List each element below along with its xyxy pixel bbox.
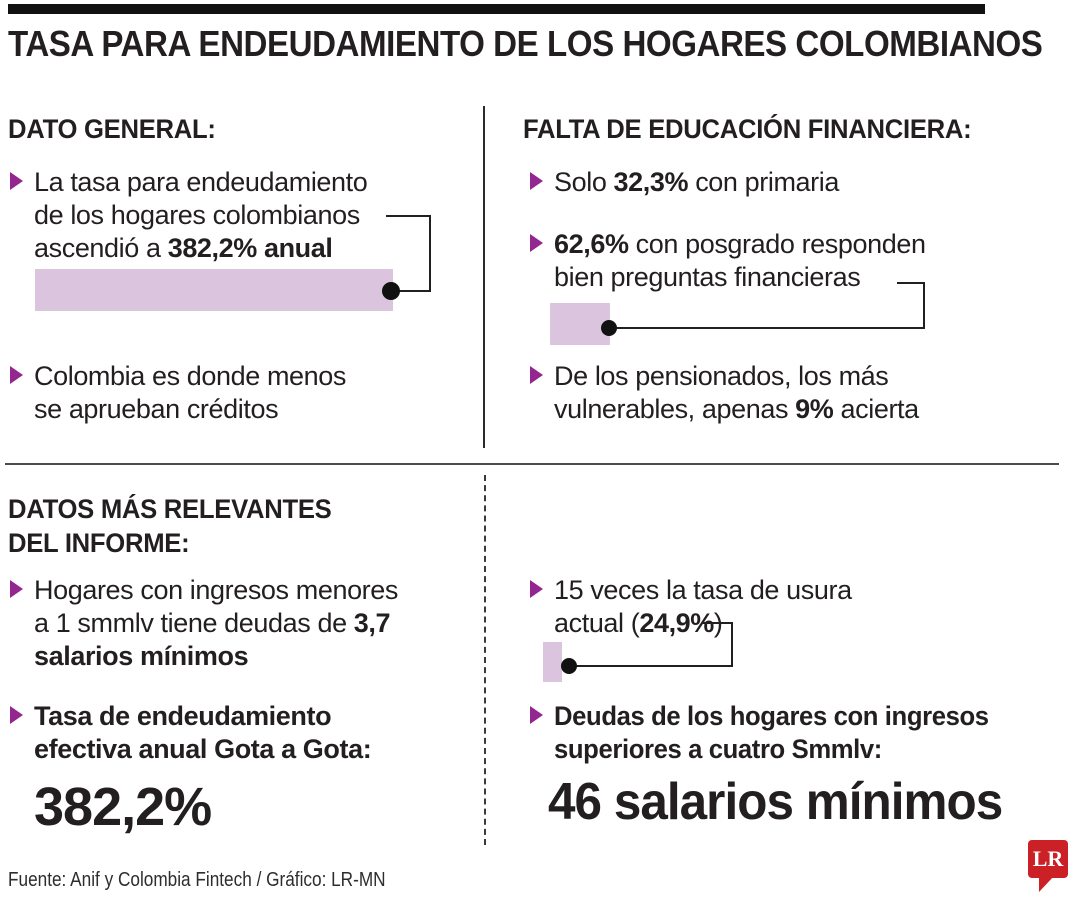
bullet-triangle-icon (530, 234, 543, 252)
item-text: Hogares con ingresos menores a 1 smmlv t… (34, 574, 398, 673)
bullet-triangle-icon (10, 580, 23, 598)
highlight-bar-626 (550, 303, 610, 345)
text-line: efectiva anual Gota a Gota: (34, 734, 372, 764)
section-heading-text: DATOS MÁS RELEVANTES DEL INFORME: (8, 494, 332, 558)
vertical-divider-dashed (484, 475, 486, 845)
callout-dot (561, 658, 577, 674)
list-item-primaria: Solo 32,3% con primaria (530, 166, 839, 199)
item-text: 15 veces la tasa de usura actual (24,9%) (554, 574, 852, 640)
item-text: De los pensionados, los más vulnerables,… (554, 360, 919, 426)
section-heading-text: FALTA DE EDUCACIÓN FINANCIERA: (523, 114, 972, 144)
bullet-triangle-icon (10, 172, 23, 190)
vertical-divider-top (483, 106, 485, 448)
item-text: Deudas de los hogares con ingresos super… (554, 700, 1012, 766)
list-item-hogares-menores: Hogares con ingresos menores a 1 smmlv t… (10, 574, 398, 673)
highlight-bar-382 (35, 269, 393, 311)
bullet-triangle-icon (10, 706, 23, 724)
list-item-deudas-superiores: Deudas de los hogares con ingresos super… (530, 700, 1012, 766)
list-item-tasa-endeudamiento: La tasa para endeudamiento de los hogare… (10, 166, 368, 265)
lr-logo-tail (1039, 876, 1054, 892)
text-line: Colombia es donde menos (34, 361, 346, 391)
section-heading-dato-general: DATO GENERAL: (8, 112, 227, 146)
text-line: vulnerables, apenas 9% acierta (554, 394, 919, 424)
list-item-colombia-creditos: Colombia es donde menos se aprueban créd… (10, 360, 346, 426)
text-line: Deudas de los hogares con ingresos (554, 701, 989, 731)
text-line: a 1 smmlv tiene deudas de 3,7 (34, 608, 391, 638)
top-rule (8, 4, 985, 14)
bullet-triangle-icon (530, 706, 543, 724)
text-line: superiores a cuatro Smmlv: (554, 734, 882, 764)
list-item-posgrado: 62,6% con posgrado responden bien pregun… (530, 228, 926, 294)
list-item-gota-a-gota: Tasa de endeudamiento efectiva anual Got… (10, 700, 372, 766)
item-text: Tasa de endeudamiento efectiva anual Got… (34, 700, 372, 766)
text-line: bien preguntas financieras (554, 262, 861, 292)
list-item-tasa-usura: 15 veces la tasa de usura actual (24,9%) (530, 574, 852, 640)
source-credit: Fuente: Anif y Colombia Fintech / Gráfic… (8, 869, 386, 891)
bullet-triangle-icon (530, 172, 543, 190)
bullet-triangle-icon (530, 580, 543, 598)
text-line: La tasa para endeudamiento (34, 167, 368, 197)
item-text: La tasa para endeudamiento de los hogare… (34, 166, 368, 265)
text-line: 62,6% con posgrado responden (554, 229, 926, 259)
list-item-pensionados: De los pensionados, los más vulnerables,… (530, 360, 919, 426)
text-line: se aprueban créditos (34, 394, 279, 424)
item-text: Solo 32,3% con primaria (554, 166, 839, 199)
page-title: TASA PARA ENDEUDAMIENTO DE LOS HOGARES C… (8, 23, 1043, 64)
text-line: Hogares con ingresos menores (34, 575, 398, 605)
text-line: Solo 32,3% con primaria (554, 167, 839, 197)
lr-logo-box: LR (1028, 840, 1068, 878)
highlight-bar-usura (543, 642, 562, 682)
bullet-triangle-icon (10, 366, 23, 384)
section-heading-educacion: FALTA DE EDUCACIÓN FINANCIERA: (523, 112, 995, 146)
big-value-46: 46 salarios mínimos (548, 773, 1003, 831)
section-heading-text: DATO GENERAL: (8, 114, 216, 144)
text-line: 15 veces la tasa de usura (554, 575, 852, 605)
lr-logo: LR (1028, 840, 1068, 893)
big-value-382: 382,2% (34, 777, 212, 837)
text-line: ascendió a 382,2% anual (34, 233, 333, 263)
section-heading-relevantes: DATOS MÁS RELEVANTES DEL INFORME: (8, 492, 349, 560)
item-text: 62,6% con posgrado responden bien pregun… (554, 228, 926, 294)
bullet-triangle-icon (530, 366, 543, 384)
text-line: De los pensionados, los más (554, 361, 889, 391)
horizontal-divider (5, 463, 1059, 465)
text-line: Tasa de endeudamiento (34, 701, 332, 731)
text-line: actual (24,9%) (554, 608, 723, 638)
lr-logo-text: LR (1032, 846, 1064, 871)
text-line: salarios mínimos (34, 641, 249, 671)
item-text: Colombia es donde menos se aprueban créd… (34, 360, 346, 426)
text-line: de los hogares colombianos (34, 200, 360, 230)
